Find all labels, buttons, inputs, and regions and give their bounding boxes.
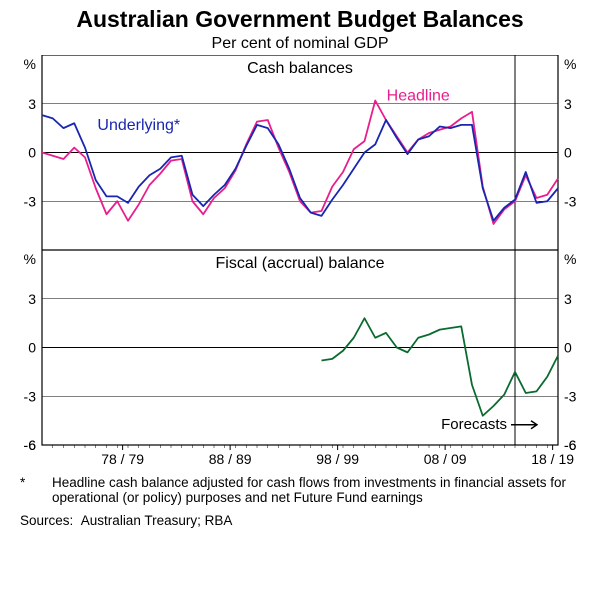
svg-text:%: % — [24, 56, 36, 72]
svg-text:18 / 19: 18 / 19 — [531, 451, 574, 467]
sources-text: Australian Treasury; RBA — [81, 513, 233, 528]
svg-text:3: 3 — [564, 96, 572, 112]
chart-subtitle: Per cent of nominal GDP — [0, 33, 600, 55]
svg-text:-3: -3 — [24, 388, 37, 404]
svg-text:88 / 89: 88 / 89 — [209, 451, 252, 467]
sources: Sources: Australian Treasury; RBA — [0, 507, 600, 536]
svg-text:Underlying*: Underlying* — [97, 117, 180, 134]
chart-title: Australian Government Budget Balances — [0, 0, 600, 33]
svg-text:08 / 09: 08 / 09 — [424, 451, 467, 467]
chart-plot: -3-30033%%-6-6-3-30033%%-6-678 / 7988 / … — [0, 55, 600, 469]
svg-text:-6: -6 — [24, 437, 37, 453]
svg-text:Headline: Headline — [387, 88, 450, 105]
svg-text:0: 0 — [564, 340, 572, 356]
svg-text:%: % — [564, 56, 576, 72]
svg-text:3: 3 — [28, 291, 36, 307]
svg-text:78 / 79: 78 / 79 — [101, 451, 144, 467]
svg-text:0: 0 — [564, 145, 572, 161]
chart-container: Australian Government Budget Balances Pe… — [0, 0, 600, 536]
svg-text:Cash balances: Cash balances — [247, 60, 353, 77]
svg-text:3: 3 — [28, 96, 36, 112]
svg-text:Forecasts: Forecasts — [441, 416, 507, 433]
footnote: * Headline cash balance adjusted for cas… — [0, 469, 600, 507]
svg-text:%: % — [24, 251, 36, 267]
svg-text:0: 0 — [28, 340, 36, 356]
svg-text:%: % — [564, 251, 576, 267]
svg-text:98 / 99: 98 / 99 — [316, 451, 359, 467]
svg-text:Fiscal (accrual) balance: Fiscal (accrual) balance — [216, 255, 385, 272]
footnote-marker: * — [20, 475, 52, 505]
svg-text:0: 0 — [28, 145, 36, 161]
svg-text:-3: -3 — [564, 388, 577, 404]
svg-text:3: 3 — [564, 291, 572, 307]
sources-label: Sources: — [20, 513, 73, 528]
svg-text:-3: -3 — [564, 193, 577, 209]
footnote-text: Headline cash balance adjusted for cash … — [52, 475, 580, 505]
svg-text:-3: -3 — [24, 193, 37, 209]
